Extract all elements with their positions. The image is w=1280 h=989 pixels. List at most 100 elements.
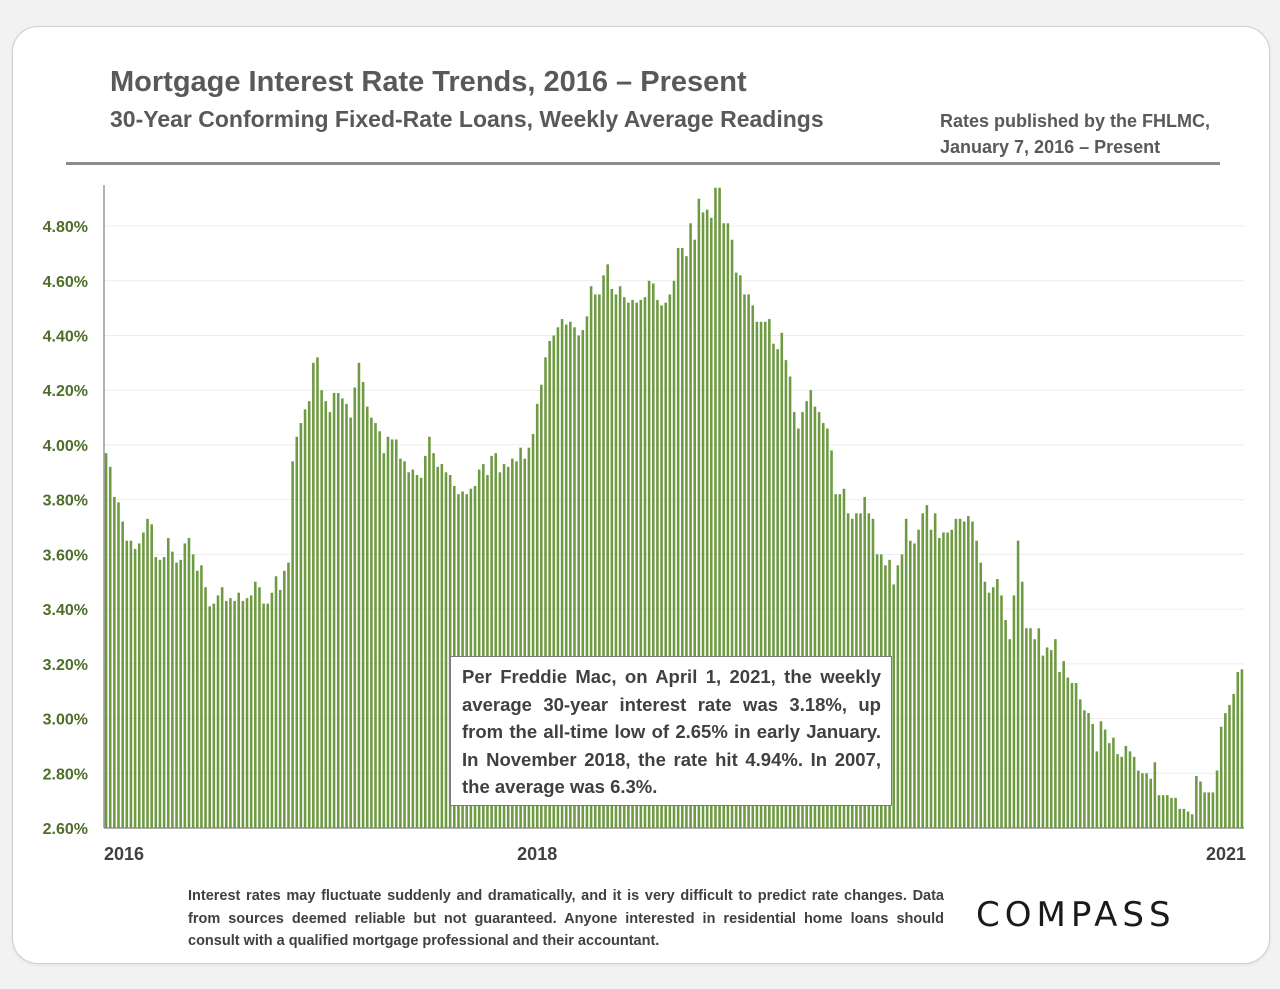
bar [950,529,954,828]
bar [104,453,108,828]
bar [1107,743,1111,828]
bar [788,376,792,828]
bar [1236,672,1240,828]
bar [809,390,813,828]
bar [772,343,775,828]
y-tick-label: 3.60% [43,547,88,564]
bar [365,406,369,828]
bar [1099,721,1103,828]
bar [1224,713,1227,828]
bar [730,239,734,829]
bar [1033,639,1036,828]
bar [722,223,726,828]
bar [1157,795,1161,828]
bar [1195,776,1198,828]
bar [220,587,224,828]
bar [635,302,638,828]
bar [1020,581,1024,828]
bar [432,453,435,828]
y-tick-label: 3.20% [43,657,88,674]
y-tick-label: 3.80% [43,493,88,510]
bar [776,349,779,828]
bar [129,540,133,828]
bar [527,447,531,828]
bar [622,297,626,828]
y-tick-label: 3.00% [43,712,88,729]
bar [307,401,311,828]
bar [743,294,746,828]
bar [784,360,788,828]
bar [436,466,439,828]
bar [121,521,124,828]
bar [216,595,220,828]
bar [606,264,609,829]
bar [448,475,452,828]
compass-logo: COMPASS [976,895,1176,935]
bar [921,513,925,828]
bar [399,458,402,828]
bar [370,417,373,828]
source-line-2: January 7, 2016 – Present [940,137,1161,157]
bar [179,559,182,828]
bar [502,464,506,828]
bar [162,557,166,828]
bar [332,392,336,828]
bar [917,529,920,828]
bar [573,327,576,828]
bar [1190,814,1194,828]
bar [519,447,522,828]
bar [647,280,651,828]
bar [320,390,323,828]
bar [768,319,771,828]
bar [564,324,568,828]
bar [1128,751,1132,828]
bar [345,403,348,828]
bar [643,297,647,828]
bar [419,477,423,828]
bar [900,554,904,828]
bar [672,280,676,828]
bar [954,518,958,828]
x-tick-label: 2016 [104,844,144,864]
bar [117,502,120,828]
bar [428,436,431,828]
bar [755,321,759,828]
bar [681,247,684,828]
bar [697,198,701,828]
bar [531,433,535,828]
bar [1232,693,1235,828]
bar [171,551,174,828]
bar [361,382,365,828]
bar [975,540,978,828]
bar [225,600,228,828]
bar [929,529,933,828]
bar [1215,770,1219,828]
bar [125,540,129,828]
bar [1153,762,1157,828]
bar [705,209,709,828]
y-tick-label: 2.60% [43,821,88,838]
bar [154,557,158,828]
bar [258,587,261,828]
bar [701,212,705,829]
bar [113,496,116,828]
bar [133,548,137,828]
bar [506,466,510,828]
bar [1182,808,1186,828]
bar [569,321,572,828]
bar [909,540,912,828]
bar [1074,682,1078,828]
bar [191,554,195,828]
bar [390,439,394,828]
bar [254,581,257,828]
bar [996,579,999,828]
bar [477,469,481,828]
bar [610,288,614,829]
bar [751,305,755,828]
bar [747,294,750,828]
bar [813,406,817,828]
bar [938,537,941,828]
bar [656,299,659,828]
bar [967,516,970,828]
bar [892,584,895,828]
